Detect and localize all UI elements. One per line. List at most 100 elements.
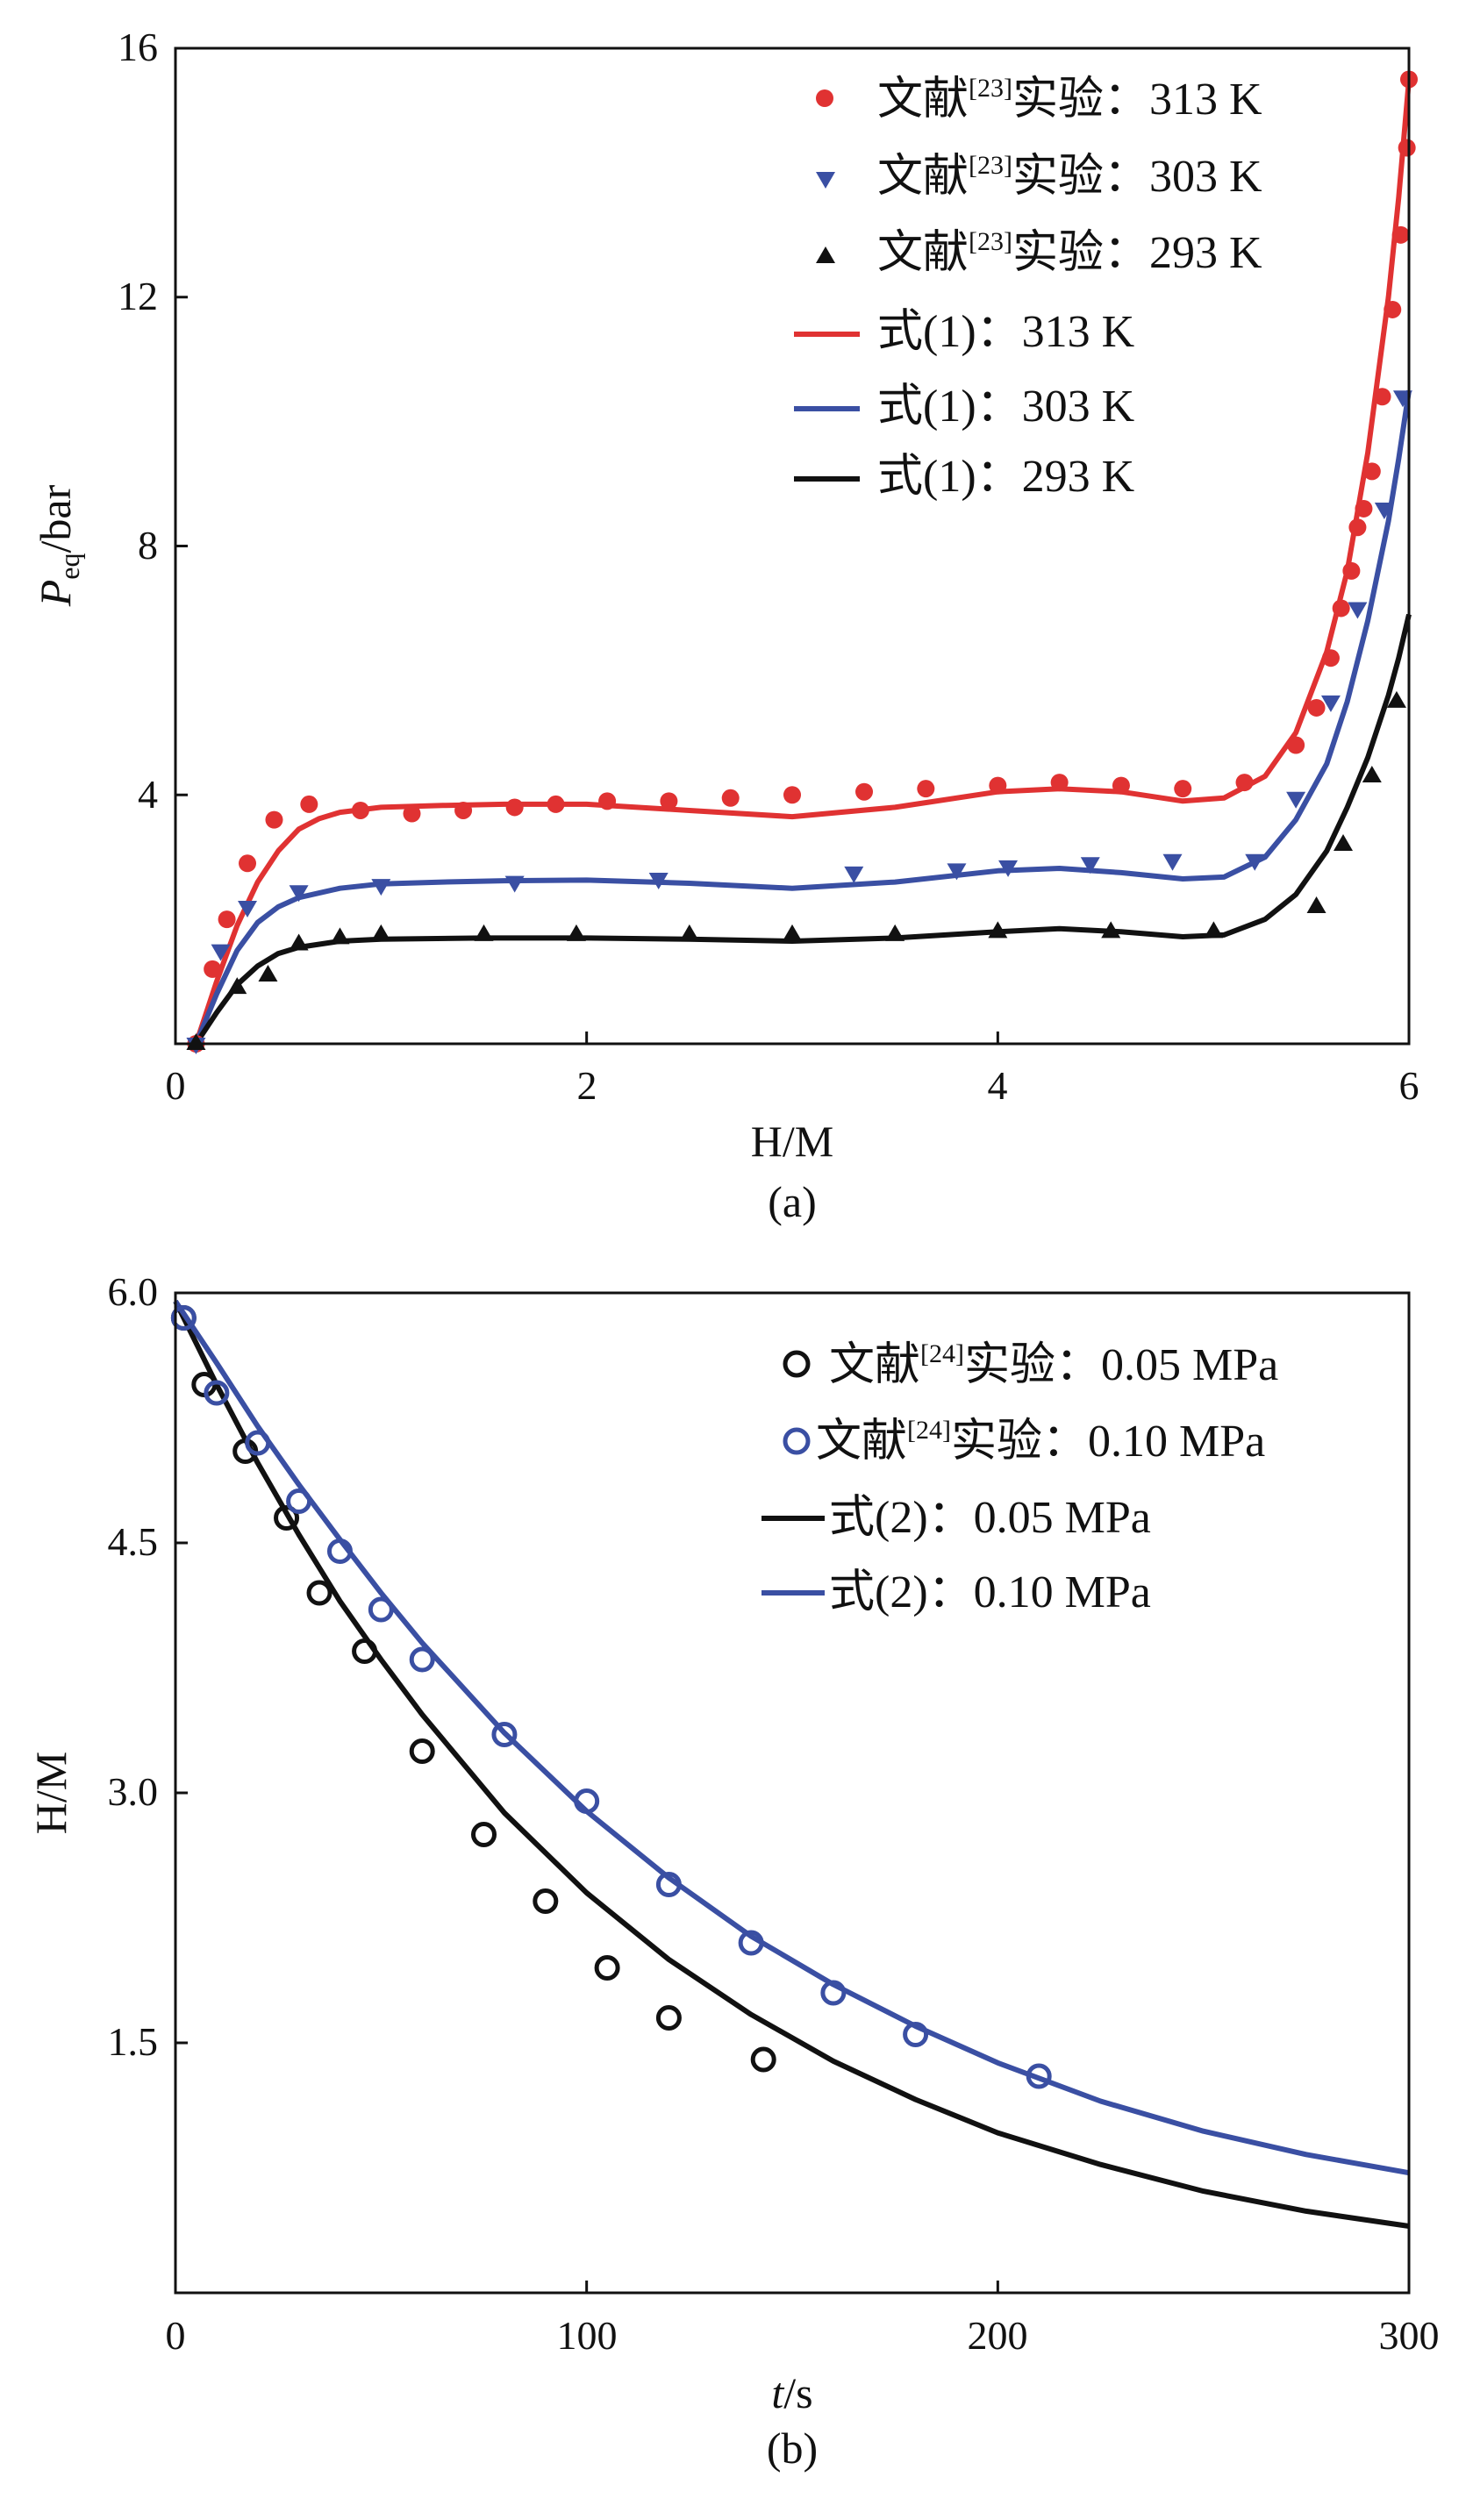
data-point-series-0 — [721, 789, 740, 807]
legend-label-suffix: 实验：0.10 MPa — [951, 1417, 1265, 1467]
legend-label: 式(2)：0.05 MPa — [829, 1493, 1151, 1543]
data-point-series-2 — [566, 924, 586, 941]
data-point-series-2 — [1204, 921, 1224, 939]
data-point-series-1 — [409, 1646, 435, 1673]
panel-a-legend-item: 式(1)：303 K — [794, 382, 1135, 432]
panel-b-x-tick-label: 100 — [557, 2313, 618, 2358]
data-point-series-0 — [505, 798, 524, 817]
panel-b-legend: 文献[24] 实验：0.05 MPa 文献[24]实验：0.10 MPa 式(2)… — [762, 1339, 1278, 1617]
data-point-series-2 — [258, 964, 278, 982]
data-point-series-0 — [533, 1888, 559, 1914]
data-point-series-1 — [1320, 695, 1341, 712]
data-point-series-2 — [474, 924, 494, 941]
panel-a-y-axis-unit: /bar — [31, 484, 80, 553]
data-point-series-0 — [306, 1580, 332, 1606]
legend-label-suffix: 实验：0.05 MPa — [964, 1340, 1278, 1390]
panel-b-plot-frame — [174, 1291, 1411, 2295]
panel-a-x-tick-label: 0 — [166, 1063, 186, 1108]
data-point-series-0 — [783, 786, 801, 804]
legend-marker-blue-open-circle — [783, 1427, 811, 1455]
data-point-series-1 — [245, 1430, 271, 1456]
panel-b-y-tick-label: 4.5 — [108, 1519, 159, 1564]
data-point-series-0 — [1398, 139, 1416, 157]
data-point-series-0 — [1391, 225, 1410, 244]
data-point-series-0 — [547, 795, 565, 813]
panel-b-lines — [173, 1299, 1410, 2229]
data-point-series-0 — [218, 910, 236, 929]
panel-a-y-tick-label: 4 — [138, 772, 158, 817]
data-point-series-2 — [289, 933, 309, 951]
data-point-series-2 — [1362, 765, 1382, 782]
data-point-series-1 — [491, 1722, 518, 1747]
panel-a-caption: (a) — [768, 1177, 817, 1226]
data-point-series-1 — [1286, 791, 1306, 809]
data-point-series-1 — [1348, 602, 1368, 619]
panel-a-y-axis-title: Peq/bar — [31, 484, 85, 607]
data-point-series-1 — [170, 1305, 197, 1331]
panel-b-y-tick-label: 1.5 — [108, 2019, 159, 2064]
legend-label-prefix: 文献 — [816, 1417, 907, 1467]
data-point-series-1 — [738, 1930, 764, 1956]
data-point-series-0 — [1342, 561, 1361, 580]
data-point-series-0 — [351, 801, 369, 819]
data-point-series-1 — [947, 863, 967, 881]
panel-a-points — [186, 70, 1418, 1054]
panel-a-y-axis-symbol: P — [31, 580, 80, 608]
legend-label-superscript: [23] — [969, 74, 1012, 103]
data-point-series-1 — [655, 1872, 682, 1897]
legend-label-superscript: [23] — [969, 227, 1012, 256]
data-point-series-0 — [1321, 649, 1340, 667]
panel-b-y-axis-title: H/M — [26, 1752, 75, 1834]
panel-b-y-tick-label: 3.0 — [108, 1769, 159, 1814]
data-point-series-0 — [1348, 518, 1367, 537]
data-point-series-2 — [227, 977, 247, 995]
data-point-series-0 — [1362, 462, 1381, 481]
legend-label-superscript: [24] — [907, 1416, 951, 1445]
legend-marker-red-circle — [816, 89, 833, 107]
data-point-series-2 — [1334, 834, 1354, 851]
legend-marker-black-triangle-up — [816, 246, 835, 263]
panel-b-points — [170, 1305, 1052, 2089]
data-point-series-0 — [1235, 774, 1254, 792]
data-point-series-1 — [326, 1538, 353, 1564]
panel-b-x-axis-symbol: t — [771, 2368, 784, 2417]
panel-a-legend-item: 文献[23]实验：293 K — [816, 227, 1262, 278]
data-point-series-1 — [1080, 857, 1100, 875]
data-point-series-1 — [211, 944, 231, 961]
data-point-series-0 — [1355, 499, 1373, 518]
data-point-series-1 — [574, 1788, 600, 1814]
data-point-series-1 — [238, 900, 258, 917]
legend-label-suffix: 实验：303 K — [1012, 152, 1262, 202]
data-point-series-1 — [286, 1488, 312, 1514]
data-point-series-0 — [239, 854, 257, 873]
legend-label: 式(1)：303 K — [877, 382, 1135, 432]
data-point-series-2 — [885, 924, 905, 941]
data-point-series-0 — [1112, 776, 1130, 795]
data-point-series-2 — [988, 921, 1008, 939]
data-point-series-0 — [855, 782, 874, 801]
panel-a-x-tick-label: 4 — [988, 1063, 1008, 1108]
data-point-series-0 — [1332, 599, 1350, 618]
data-point-series-0 — [409, 1738, 435, 1764]
data-point-series-0 — [265, 810, 283, 829]
panel-a-x-axis-title: H/M — [751, 1117, 833, 1166]
panel-a-chart: 0 2 4 6 4 8 12 16 H/M Peq/bar (a) 文献[23]… — [31, 25, 1419, 1226]
data-point-series-0 — [352, 1638, 378, 1664]
legend-label: 文献[24]实验：0.10 MPa — [816, 1416, 1265, 1467]
data-point-series-2 — [1306, 896, 1326, 913]
panel-a-legend-item: 文献[23]实验：313 K — [816, 74, 1262, 125]
data-point-series-1 — [371, 879, 391, 896]
panel-b-x-tick-label: 300 — [1379, 2313, 1440, 2358]
data-point-series-1 — [648, 873, 669, 890]
data-point-series-0 — [1384, 300, 1402, 318]
legend-label: 文献[23]实验：303 K — [877, 151, 1262, 202]
series-line-4 — [193, 389, 1412, 1046]
panel-a-x-tick-label: 2 — [577, 1063, 597, 1108]
data-point-series-1 — [289, 885, 309, 903]
panel-b-caption: (b) — [767, 2424, 818, 2473]
legend-label: 式(1)：293 K — [877, 452, 1135, 502]
data-point-series-0 — [594, 1955, 620, 1981]
panel-a-legend: 文献[23]实验：313 K 文献[23]实验：303 K 文献[23]实验：2… — [794, 74, 1262, 502]
data-point-series-1 — [368, 1596, 394, 1623]
